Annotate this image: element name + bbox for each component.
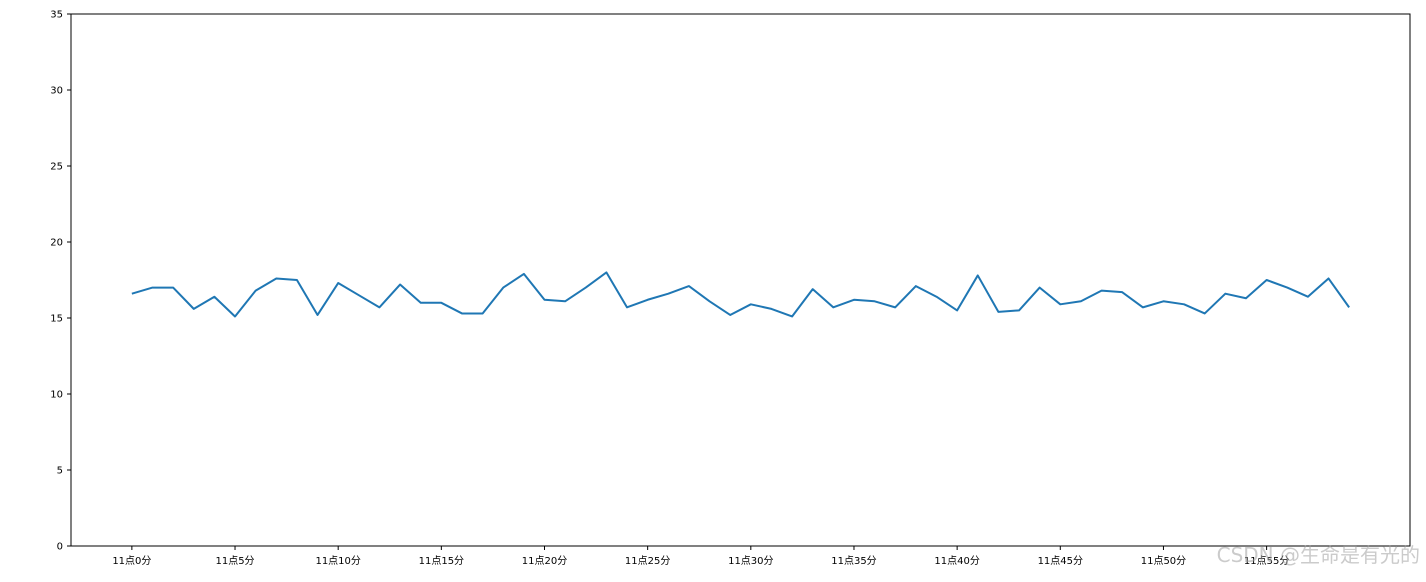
x-tick-label: 11点0分	[112, 555, 151, 567]
watermark: CSDN @生命是有光的	[1217, 543, 1420, 567]
x-tick-label: 11点10分	[315, 555, 360, 567]
x-tick-label: 11点30分	[728, 555, 773, 567]
y-tick-label: 35	[50, 10, 63, 21]
x-tick-label: 11点45分	[1038, 555, 1083, 567]
y-tick-label: 15	[50, 314, 63, 325]
x-tick-label: 11点15分	[419, 555, 464, 567]
y-tick-label: 20	[50, 238, 63, 249]
y-tick-label: 0	[57, 542, 63, 553]
x-tick-label: 11点25分	[625, 555, 670, 567]
x-tick-label: 11点40分	[934, 555, 979, 567]
y-tick-label: 10	[50, 390, 63, 401]
x-tick-label: 11点55分	[1244, 555, 1289, 567]
x-tick-label: 11点35分	[831, 555, 876, 567]
y-tick-label: 30	[50, 86, 63, 97]
plot-frame	[70, 13, 1411, 547]
x-tick-label: 11点5分	[215, 555, 254, 567]
x-tick-label: 11点20分	[522, 555, 567, 567]
y-tick-label: 5	[57, 466, 63, 477]
y-tick-label: 25	[50, 162, 63, 173]
x-tick-label: 11点50分	[1141, 555, 1186, 567]
data-line	[131, 271, 1350, 318]
